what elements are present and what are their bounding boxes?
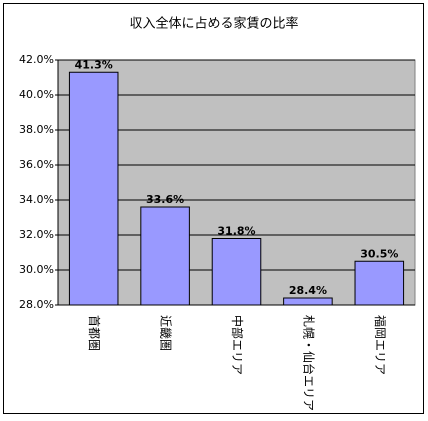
- x-tick-label: 中部エリア: [230, 315, 245, 375]
- y-tick-label: 34.0%: [19, 193, 54, 206]
- bar: [283, 297, 333, 306]
- bar: [68, 71, 119, 306]
- y-tick-label: 32.0%: [19, 228, 54, 241]
- bar: [354, 260, 405, 306]
- y-tick-label: 42.0%: [19, 53, 54, 66]
- value-label: 28.4%: [289, 284, 327, 297]
- x-tick-label: 近畿圏: [159, 315, 173, 351]
- y-tick-label: 38.0%: [19, 123, 54, 136]
- chart-title: 収入全体に占める家賃の比率: [129, 16, 298, 32]
- value-label: 33.6%: [146, 193, 184, 206]
- y-tick-label: 36.0%: [19, 158, 54, 171]
- x-tick-label: 福岡エリア: [373, 315, 388, 375]
- bar: [140, 206, 190, 306]
- y-tick-label: 30.0%: [19, 263, 54, 276]
- value-label: 31.8%: [217, 225, 255, 238]
- x-tick-label: 札幌・仙台エリア: [301, 315, 316, 411]
- y-tick-label: 28.0%: [19, 298, 54, 311]
- value-label: 30.5%: [360, 247, 398, 260]
- bar: [211, 238, 262, 306]
- x-tick-label: 首都圏: [87, 315, 101, 351]
- y-tick-label: 40.0%: [19, 88, 54, 101]
- value-label: 41.3%: [75, 58, 113, 71]
